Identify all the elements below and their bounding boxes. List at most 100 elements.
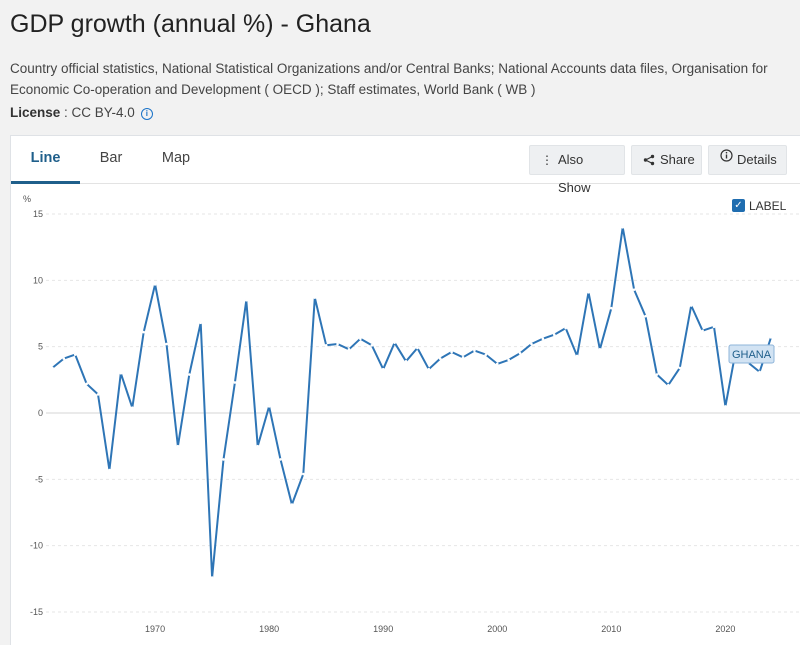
data-point xyxy=(165,342,168,346)
checkbox-checked-icon[interactable]: ✓ xyxy=(732,199,745,212)
x-tick-label: 2000 xyxy=(487,624,507,634)
data-point xyxy=(176,444,180,448)
series-label: GHANA xyxy=(728,344,775,364)
license: License : CC BY-4.0 i xyxy=(10,105,153,120)
data-point xyxy=(256,444,260,448)
details-button[interactable]: Details xyxy=(708,145,787,175)
tab-line[interactable]: Line xyxy=(11,136,80,184)
data-point xyxy=(450,350,453,354)
x-tick-label: 1990 xyxy=(373,624,393,634)
series-label-text: GHANA xyxy=(732,349,772,361)
data-point xyxy=(724,405,727,408)
also-show-button[interactable]: ⋮ Also Show xyxy=(529,145,625,195)
data-point xyxy=(336,342,339,346)
data-point xyxy=(347,348,351,351)
data-point xyxy=(541,337,545,341)
source-text: Country official statistics, National St… xyxy=(10,61,768,97)
info-icon[interactable]: i xyxy=(140,108,153,120)
data-point xyxy=(769,336,773,339)
share-button[interactable]: Share xyxy=(631,145,702,175)
data-point xyxy=(495,362,499,366)
data-point xyxy=(96,393,100,396)
y-tick-label: -15 xyxy=(30,607,43,617)
data-point xyxy=(85,382,88,386)
more-vertical-icon: ⋮ xyxy=(541,153,553,167)
x-tick-label: 1970 xyxy=(145,624,165,634)
tab-map[interactable]: Map xyxy=(161,150,191,166)
data-point xyxy=(610,306,613,310)
data-point xyxy=(233,381,237,384)
data-point xyxy=(507,358,510,362)
license-value: : CC BY-4.0 xyxy=(60,105,135,120)
data-point xyxy=(473,349,476,352)
data-point xyxy=(587,290,590,294)
data-point xyxy=(199,321,202,325)
data-point xyxy=(518,352,522,355)
data-point xyxy=(438,357,442,360)
data-point xyxy=(130,406,134,409)
data-point xyxy=(245,298,248,302)
data-point xyxy=(142,330,145,334)
data-point xyxy=(644,314,647,318)
chart-panel: Line Bar Map ⋮ Also Show Share Details xyxy=(10,135,800,645)
y-tick-label: -5 xyxy=(35,474,43,484)
also-show-label: Also Show xyxy=(558,152,591,195)
data-point xyxy=(575,354,579,358)
data-point xyxy=(621,225,625,229)
data-point xyxy=(73,353,77,356)
y-tick-label: -10 xyxy=(30,541,43,551)
data-point xyxy=(701,329,704,333)
data-point xyxy=(632,288,636,291)
data-point xyxy=(210,576,214,579)
data-point xyxy=(302,472,305,476)
y-tick-label: 10 xyxy=(33,275,43,285)
x-tick-label: 2010 xyxy=(601,624,621,634)
data-point xyxy=(119,371,123,375)
x-tick-label: 1980 xyxy=(259,624,279,634)
data-point xyxy=(290,503,294,506)
data-point xyxy=(62,357,66,360)
data-point xyxy=(552,333,556,337)
data-point xyxy=(678,366,682,370)
data-point xyxy=(370,344,374,347)
data-point xyxy=(267,405,271,408)
page-title: GDP growth (annual %) - Ghana xyxy=(10,10,371,38)
data-point xyxy=(461,355,465,359)
series-line xyxy=(51,226,772,579)
data-point xyxy=(222,458,225,461)
data-point xyxy=(564,326,567,330)
data-point xyxy=(108,468,111,472)
data-point xyxy=(381,367,385,371)
data-point xyxy=(655,373,659,376)
x-tick-label: 2020 xyxy=(715,624,735,634)
data-point xyxy=(416,346,419,350)
data-point xyxy=(689,304,693,307)
data-point xyxy=(324,344,328,347)
data-point xyxy=(359,337,362,341)
data-point xyxy=(484,353,488,356)
details-label: Details xyxy=(737,152,777,167)
data-point xyxy=(153,283,157,286)
share-icon xyxy=(642,146,656,174)
data-point xyxy=(667,383,670,387)
data-point xyxy=(712,325,716,329)
chart-tabs: Line Bar Map ⋮ Also Show Share Details xyxy=(11,136,800,195)
data-point xyxy=(404,359,408,363)
info-circle-icon xyxy=(719,146,733,174)
y-tick-label: 5 xyxy=(38,342,43,352)
data-point xyxy=(530,342,533,346)
line-chart: %15 10 5 0 -5 -10 -15 1970 1980 1990 2000 2010 2020 G… xyxy=(23,194,800,634)
y-tick-label: 0 xyxy=(38,408,43,418)
tab-bar[interactable]: Bar xyxy=(99,150,123,166)
license-label: License xyxy=(10,105,61,120)
data-point xyxy=(51,366,54,370)
data-point xyxy=(427,367,431,371)
data-point xyxy=(279,458,282,461)
y-tick-label: 15 xyxy=(33,209,43,219)
label-toggle-text: LABEL xyxy=(749,199,787,213)
data-point xyxy=(187,373,191,376)
data-point xyxy=(393,341,396,344)
data-point xyxy=(758,370,761,374)
series-label-box xyxy=(728,344,775,364)
share-label: Share xyxy=(660,152,695,167)
